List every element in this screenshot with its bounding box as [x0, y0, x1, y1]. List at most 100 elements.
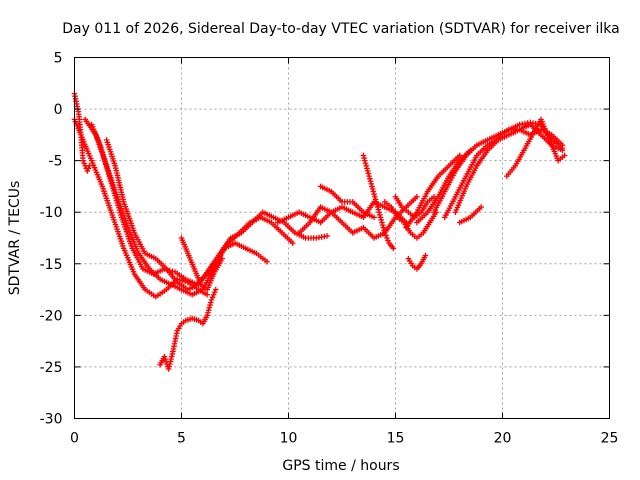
data-point-marker: [422, 252, 429, 259]
data-point-marker: [384, 235, 390, 241]
data-point-marker: [364, 168, 371, 174]
data-point-marker: [456, 152, 463, 159]
x-axis-label: GPS time / hours: [282, 458, 399, 474]
y-tick-label: -30: [40, 412, 63, 428]
data-point-marker: [204, 312, 210, 319]
data-point-marker: [264, 258, 270, 265]
data-point-marker: [211, 289, 218, 295]
series-track-11: [382, 199, 439, 241]
data-point-marker: [205, 307, 212, 313]
series-track-17: [441, 119, 566, 221]
data-point-marker: [379, 222, 386, 228]
x-tick-label: 20: [494, 431, 512, 447]
data-point-marker: [212, 286, 219, 293]
data-point-marker: [324, 233, 330, 239]
data-point-marker: [375, 206, 382, 213]
data-point-marker: [205, 309, 211, 316]
data-point-marker: [559, 147, 566, 154]
data-point-marker: [361, 155, 367, 161]
x-tick-label: 10: [280, 431, 298, 447]
series-track-14: [403, 152, 463, 231]
series-track-13: [405, 252, 429, 272]
axis-ticks: 0 5 10 15 20 25 -30 -25 -20 -15 -10 -5 0 5: [40, 51, 619, 447]
data-point-marker: [362, 157, 368, 164]
data-point-marker: [366, 173, 372, 179]
data-point-marker: [385, 237, 391, 244]
data-point-marker: [380, 224, 387, 231]
series-track-5: [157, 286, 219, 372]
data-point-marker: [377, 211, 383, 218]
data-point-marker: [208, 297, 215, 303]
x-tick-label: 0: [70, 431, 79, 447]
data-point-marker: [383, 232, 389, 239]
data-point-marker: [363, 163, 370, 169]
series-track-10: [360, 152, 397, 252]
data-point-marker: [390, 245, 397, 252]
data-point-marker: [372, 196, 379, 203]
data-point-marker: [204, 291, 210, 298]
data-point-marker: [367, 175, 373, 182]
data-point-marker: [561, 152, 568, 159]
x-tick-label: 5: [177, 431, 186, 447]
grid-lines: [74, 57, 610, 419]
data-point-marker: [374, 201, 380, 208]
y-tick-label: -5: [49, 154, 63, 170]
data-point-marker: [371, 191, 377, 197]
data-point-marker: [372, 193, 378, 200]
series-track-20: [503, 116, 568, 179]
x-tick-label: 25: [601, 431, 619, 447]
data-point-marker: [289, 240, 296, 246]
data-point-marker: [370, 188, 377, 195]
plot-frame: [74, 57, 610, 419]
data-point-marker: [382, 230, 388, 236]
data-point-marker: [364, 165, 370, 172]
data-point-marker: [84, 168, 91, 174]
data-point-marker: [368, 181, 375, 187]
data-point-marker: [85, 165, 92, 172]
series-track-2: [82, 116, 270, 298]
series-track-12: [392, 193, 437, 221]
y-tick-label: -10: [40, 205, 63, 221]
data-marks: [71, 90, 568, 372]
data-point-marker: [369, 186, 376, 192]
data-point-marker: [376, 209, 382, 216]
y-tick-label: -15: [40, 257, 63, 273]
series-track-19: [456, 204, 484, 226]
y-axis-label: SDTVAR / TECUs: [7, 181, 23, 296]
data-point-marker: [207, 302, 213, 308]
series-track-1: [71, 116, 210, 300]
data-point-marker: [377, 214, 384, 221]
data-point-marker: [80, 157, 86, 164]
data-point-marker: [381, 227, 387, 234]
data-point-marker: [414, 193, 420, 200]
data-point-marker: [209, 294, 216, 301]
data-point-marker: [373, 199, 380, 205]
data-point-marker: [360, 152, 367, 159]
data-point-marker: [369, 183, 375, 190]
data-point-marker: [210, 291, 217, 298]
chart-title: Day 011 of 2026, Sidereal Day-to-day VTE…: [62, 21, 619, 37]
data-point-marker: [365, 170, 372, 177]
data-point-marker: [179, 278, 186, 284]
y-tick-label: 5: [54, 51, 63, 67]
data-point-marker: [378, 217, 385, 223]
data-point-marker: [374, 204, 381, 210]
data-point-marker: [206, 304, 213, 311]
data-point-marker: [207, 299, 214, 306]
data-point-marker: [367, 178, 374, 185]
series-track-4: [103, 137, 330, 293]
data-point-marker: [478, 204, 484, 210]
series-track-21: [71, 90, 93, 174]
data-point-marker: [371, 214, 377, 221]
series-track-9: [317, 183, 377, 221]
data-point-marker: [219, 255, 225, 262]
data-point-marker: [81, 160, 87, 167]
data-point-marker: [86, 163, 93, 169]
data-point-marker: [362, 160, 369, 167]
data-point-marker: [379, 219, 385, 226]
x-tick-label: 15: [387, 431, 405, 447]
y-tick-label: -25: [40, 360, 63, 376]
y-tick-label: -20: [40, 308, 63, 324]
series-track-6: [178, 235, 225, 293]
